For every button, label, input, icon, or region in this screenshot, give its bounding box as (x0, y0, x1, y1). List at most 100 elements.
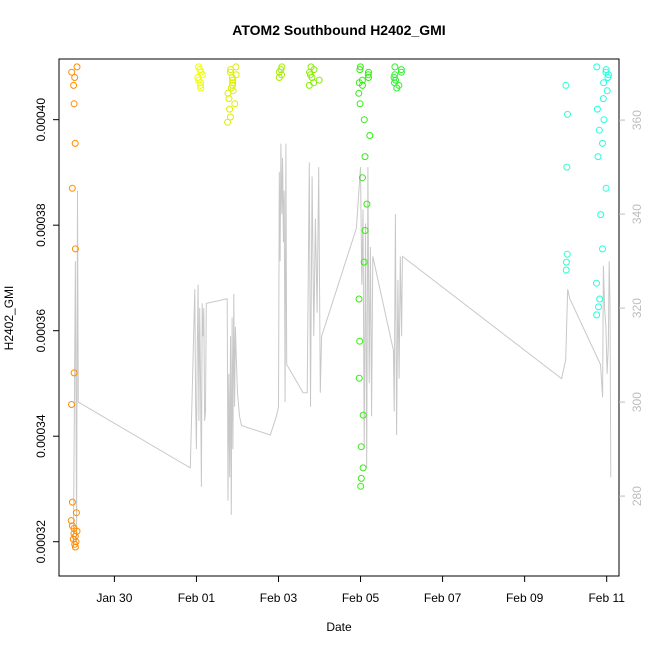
chart-title: ATOM2 Southbound H2402_GMI (232, 22, 445, 38)
y2-tick-label: 280 (630, 486, 644, 506)
data-point (595, 126, 603, 134)
data-point (71, 74, 79, 81)
data-point (600, 116, 608, 124)
data-point (70, 81, 78, 89)
data-point (562, 81, 570, 89)
data-point (71, 139, 79, 147)
data-point (599, 95, 607, 103)
x-tick-label: Feb 09 (506, 591, 544, 605)
y-tick-label: 0.00032 (34, 520, 48, 564)
data-point (226, 105, 234, 113)
series-6 (390, 63, 405, 92)
data-point (357, 474, 365, 482)
x-tick-label: Jan 30 (96, 591, 132, 605)
data-point (71, 245, 79, 253)
data-point (563, 250, 571, 258)
data-point (562, 266, 570, 274)
data-point (359, 464, 367, 472)
x-axis-label: Date (326, 620, 352, 634)
data-point (359, 81, 366, 89)
data-point (73, 63, 81, 71)
data-point (229, 76, 237, 84)
secondary-series-layer (72, 143, 612, 548)
data-point (197, 79, 204, 87)
data-point (356, 66, 364, 74)
data-point (599, 139, 606, 147)
data-point (603, 87, 611, 95)
data-point (227, 66, 235, 74)
data-point (357, 482, 365, 490)
data-point (596, 295, 604, 303)
data-point (196, 81, 204, 89)
data-point (228, 74, 236, 81)
x-tick-label: Feb 03 (260, 591, 298, 605)
x-tick-label: Feb 11 (588, 591, 625, 605)
data-point (594, 153, 602, 161)
data-point (356, 63, 364, 71)
data-point (593, 279, 600, 287)
data-point (595, 303, 602, 311)
data-point (197, 84, 205, 92)
data-point (365, 68, 372, 76)
points-layer (67, 63, 612, 551)
data-point (357, 443, 365, 451)
data-point (355, 374, 363, 382)
data-point (564, 110, 571, 118)
data-point (70, 369, 78, 377)
data-point (397, 68, 405, 76)
x-axis: Jan 30 Feb 01 Feb 03 Feb 05 Feb 07 Feb 09 Feb … (96, 576, 625, 605)
data-point (68, 401, 75, 408)
y-tick-label: 0.00040 (34, 98, 48, 142)
y-tick-label: 0.00034 (34, 414, 48, 458)
series-5 (355, 63, 374, 490)
data-point (358, 174, 366, 182)
data-point (275, 74, 283, 81)
y2-tick-label: 340 (630, 204, 644, 224)
data-point (71, 540, 79, 548)
data-point (224, 89, 232, 97)
data-point (391, 71, 399, 79)
series-4 (305, 63, 323, 89)
data-point (391, 63, 399, 71)
data-point (393, 84, 401, 92)
data-point (365, 74, 372, 81)
y-axis-label: H2402_GMI (2, 286, 16, 351)
data-point (224, 118, 232, 126)
data-point (597, 211, 605, 219)
data-point (593, 105, 601, 113)
data-point (600, 79, 608, 87)
data-point (68, 68, 76, 76)
data-point (361, 153, 369, 161)
x-tick-label: Feb 07 (424, 591, 462, 605)
plot-frame (58, 58, 620, 577)
data-point (356, 100, 364, 108)
data-point (232, 63, 240, 71)
data-point (225, 95, 233, 103)
y-tick-label: 0.00038 (34, 203, 48, 247)
data-point (68, 184, 76, 192)
data-point (72, 509, 80, 517)
series-2 (224, 63, 240, 126)
data-point (599, 245, 606, 253)
data-point (602, 184, 610, 192)
y2-axis: 280 300 320 340 360 (619, 110, 644, 506)
data-point (355, 89, 363, 97)
data-point (593, 63, 601, 71)
data-point (231, 100, 239, 108)
data-point (71, 543, 79, 551)
y-axis: 0.00032 0.00034 0.00036 0.00038 0.00040 (34, 98, 59, 564)
data-point (67, 517, 75, 525)
data-point (68, 498, 76, 506)
data-point (604, 74, 612, 81)
data-point (397, 66, 405, 74)
series-1 (194, 63, 206, 92)
series-8 (593, 63, 612, 319)
data-point (305, 81, 313, 89)
y2-tick-label: 300 (630, 392, 644, 412)
y-tick-label: 0.00036 (34, 309, 48, 353)
data-point (356, 337, 364, 345)
y2-tick-label: 320 (630, 298, 644, 318)
data-point (364, 71, 372, 79)
x-tick-label: Feb 01 (178, 591, 216, 605)
